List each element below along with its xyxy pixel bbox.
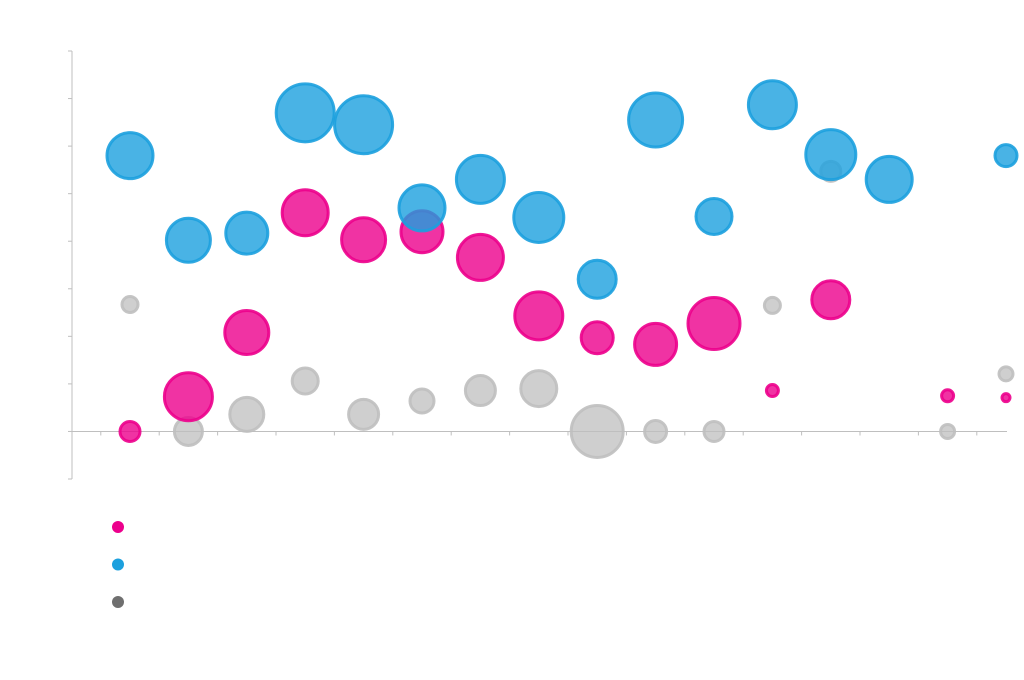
bubble-point [397,183,447,233]
bubble-point [454,153,506,205]
bubble-point [643,418,669,444]
bubble-point [579,320,615,356]
bubble-point [290,366,320,396]
bubble-point [340,216,388,264]
bubble-point [463,374,497,408]
bubble-point [223,309,271,357]
bubble-point [804,128,858,182]
bubble-point [864,154,914,204]
bubble-point [762,295,782,315]
bubble-point [519,369,559,409]
bubble-point [993,143,1019,169]
bubbles [105,79,1019,459]
bubble-point [746,79,798,131]
bubble-point [512,190,566,244]
bubble-point [455,232,505,282]
bubble-point [810,279,852,321]
legend-marker [112,596,124,608]
bubble-point [224,210,270,256]
bubble-point [569,403,625,459]
bubble-point [347,397,381,431]
bubble-point [997,365,1015,383]
bubble-point [164,216,212,264]
bubble-point [513,290,565,342]
bubble-point [105,131,155,181]
bubble-point [228,395,266,433]
axes [68,50,1007,480]
bubble-point [694,196,734,236]
bubble-point [1000,392,1012,404]
bubble-point [627,91,685,149]
bubble-point [280,188,330,238]
legend [112,521,124,608]
bubble-point [118,419,142,443]
bubble-point [702,419,726,443]
bubble-point [576,258,618,300]
bubble-point [408,387,436,415]
bubble-point [633,321,679,367]
bubble-point [274,82,336,144]
bubble-point [939,422,957,440]
legend-marker [112,558,124,571]
bubble-point [162,371,214,423]
bubble-point [764,383,780,399]
bubble-point [120,294,140,314]
bubble-point [686,295,742,351]
bubble-point [333,94,395,156]
bubble-point [940,388,956,404]
legend-marker [112,521,124,533]
